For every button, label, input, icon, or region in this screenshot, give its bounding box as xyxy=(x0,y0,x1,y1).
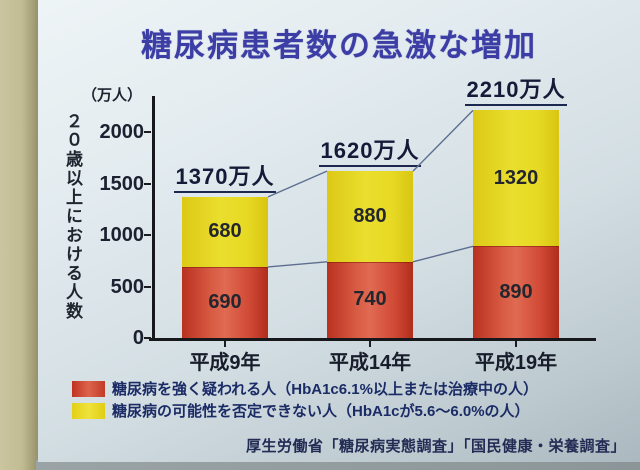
bar-segment-red-0 xyxy=(182,266,268,339)
y-axis-tick-label-1000: 1000 xyxy=(99,224,145,246)
bar-total-text-1: 1620万人 xyxy=(318,138,422,168)
y-axis-line xyxy=(152,96,155,341)
bar-segment-red-2 xyxy=(473,246,559,339)
bar-value-red-0: 690 xyxy=(208,290,242,313)
x-axis-line xyxy=(149,338,596,341)
source-citation: 厚生労働省「糖尿病実態調査」「国民健康・栄養調査」 xyxy=(245,438,626,455)
x-axis-tick-0 xyxy=(224,341,226,347)
bar-value-yellow-1: 880 xyxy=(353,204,387,227)
x-axis-tick-1 xyxy=(369,341,371,347)
y-axis-tick-500 xyxy=(144,285,151,288)
legend: 糖尿病を強く疑われる人（HbA1c6.1%以上または治療中の人） 糖尿病の可能性… xyxy=(72,380,538,424)
bar-total-label-0: 1370万人 xyxy=(150,164,300,193)
bar-segment-yellow-1 xyxy=(327,171,413,262)
bar-segment-yellow-2 xyxy=(473,110,559,247)
y-axis-title: ２０歳以上における人数 xyxy=(63,112,82,321)
bar-value-red-1: 740 xyxy=(353,288,387,311)
bar-segment-red-1 xyxy=(327,261,413,339)
y-axis-tick-0 xyxy=(144,337,151,339)
legend-row-yellow: 糖尿病の可能性を否定できない人（HbA1cが5.6～6.0%の人） xyxy=(72,402,538,420)
bar-segment-yellow-0 xyxy=(182,196,268,267)
y-axis-unit-label: （万人） xyxy=(82,87,143,104)
bar-total-text-0: 1370万人 xyxy=(173,164,277,193)
legend-label-yellow: 糖尿病の可能性を否定できない人（HbA1cが5.6～6.0%の人） xyxy=(112,403,530,420)
x-axis-label-1: 平成14年 xyxy=(328,352,412,374)
x-axis-tick-2 xyxy=(515,341,517,347)
y-axis-tick-2000 xyxy=(144,131,151,133)
bar-total-label-2: 2210万人 xyxy=(441,77,591,107)
bar-value-yellow-0: 680 xyxy=(208,220,242,243)
slide-title: 糖尿病患者数の急激な増加 xyxy=(141,28,537,63)
x-axis-label-2: 平成19年 xyxy=(474,352,558,374)
x-axis-label-0: 平成9年 xyxy=(189,352,261,374)
desk-strip xyxy=(36,460,640,470)
y-axis-tick-label-1500: 1500 xyxy=(99,172,145,195)
legend-swatch-red xyxy=(72,380,105,397)
legend-row-red: 糖尿病を強く疑われる人（HbA1c6.1%以上または治療中の人） xyxy=(72,380,538,398)
y-axis-tick-1000 xyxy=(144,234,151,236)
y-axis-tick-1500 xyxy=(144,182,151,185)
legend-swatch-yellow xyxy=(72,402,105,419)
bar-total-text-2: 2210万人 xyxy=(464,77,568,107)
bar-total-label-1: 1620万人 xyxy=(295,138,445,168)
bar-value-yellow-2: 1320 xyxy=(493,166,539,189)
y-axis-tick-label-2000: 2000 xyxy=(99,121,145,143)
y-axis-tick-label-0: 0 xyxy=(132,327,144,349)
bar-value-red-2: 890 xyxy=(499,280,533,303)
y-axis-tick-label-500: 500 xyxy=(110,275,144,298)
wall-strip xyxy=(0,0,40,470)
legend-label-red: 糖尿病を強く疑われる人（HbA1c6.1%以上または治療中の人） xyxy=(112,381,538,398)
